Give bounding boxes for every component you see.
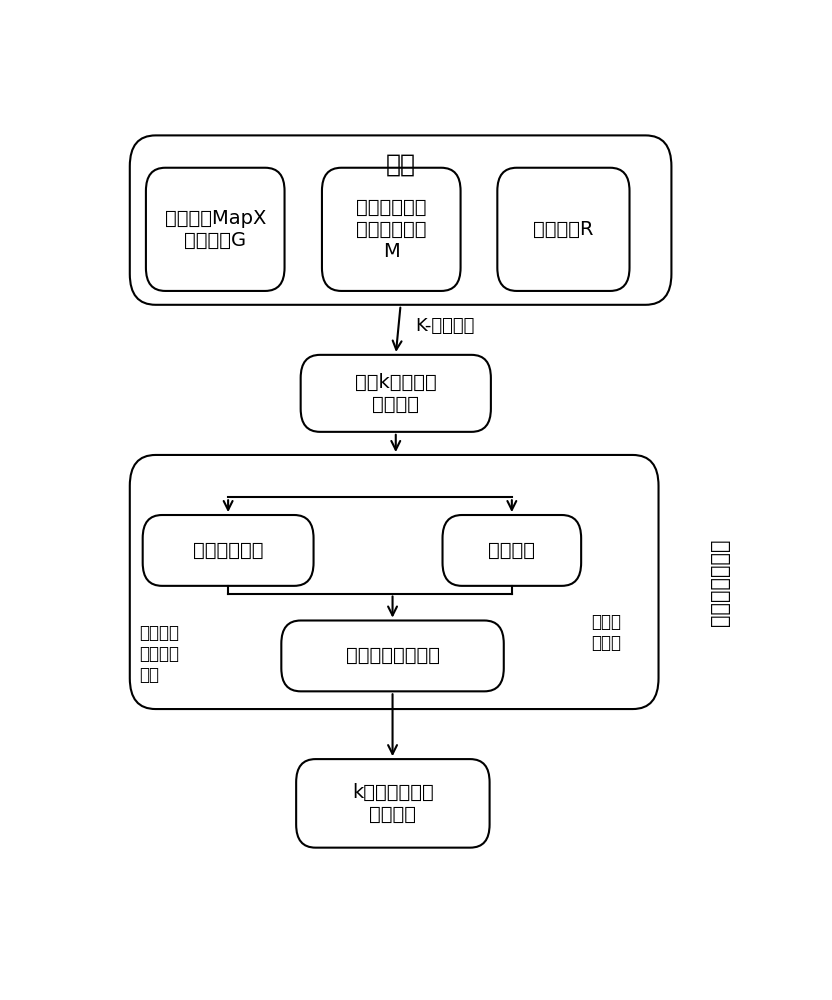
Text: 过滤掉部
分不符合
分组: 过滤掉部 分不符合 分组 [140, 624, 180, 684]
FancyBboxPatch shape [443, 515, 582, 586]
FancyBboxPatch shape [143, 515, 314, 586]
FancyBboxPatch shape [296, 759, 489, 848]
Text: 组替换的迭代策略: 组替换的迭代策略 [345, 646, 439, 665]
Text: 最短路径方法
计算时间矩阵
M: 最短路径方法 计算时间矩阵 M [356, 198, 427, 261]
Text: 减少迭
代时间: 减少迭 代时间 [591, 613, 621, 652]
Text: 开发工具MapX
获取路网G: 开发工具MapX 获取路网G [165, 209, 266, 250]
Text: 获取k个对象作
为初始点: 获取k个对象作 为初始点 [355, 373, 437, 414]
FancyBboxPatch shape [281, 620, 504, 691]
FancyBboxPatch shape [322, 168, 461, 291]
FancyBboxPatch shape [146, 168, 285, 291]
FancyBboxPatch shape [130, 135, 671, 305]
Text: 输入: 输入 [385, 152, 416, 176]
Text: K-中心算法: K-中心算法 [415, 317, 474, 335]
FancyBboxPatch shape [498, 168, 630, 291]
Text: 减少时间复杂度: 减少时间复杂度 [710, 538, 730, 626]
Text: k个最优的库房
位置集合: k个最优的库房 位置集合 [352, 783, 433, 824]
Text: 客户请求R: 客户请求R [533, 220, 594, 239]
FancyBboxPatch shape [130, 455, 659, 709]
Text: 需求分组: 需求分组 [488, 541, 535, 560]
Text: 路网节点分组: 路网节点分组 [193, 541, 264, 560]
FancyBboxPatch shape [300, 355, 491, 432]
